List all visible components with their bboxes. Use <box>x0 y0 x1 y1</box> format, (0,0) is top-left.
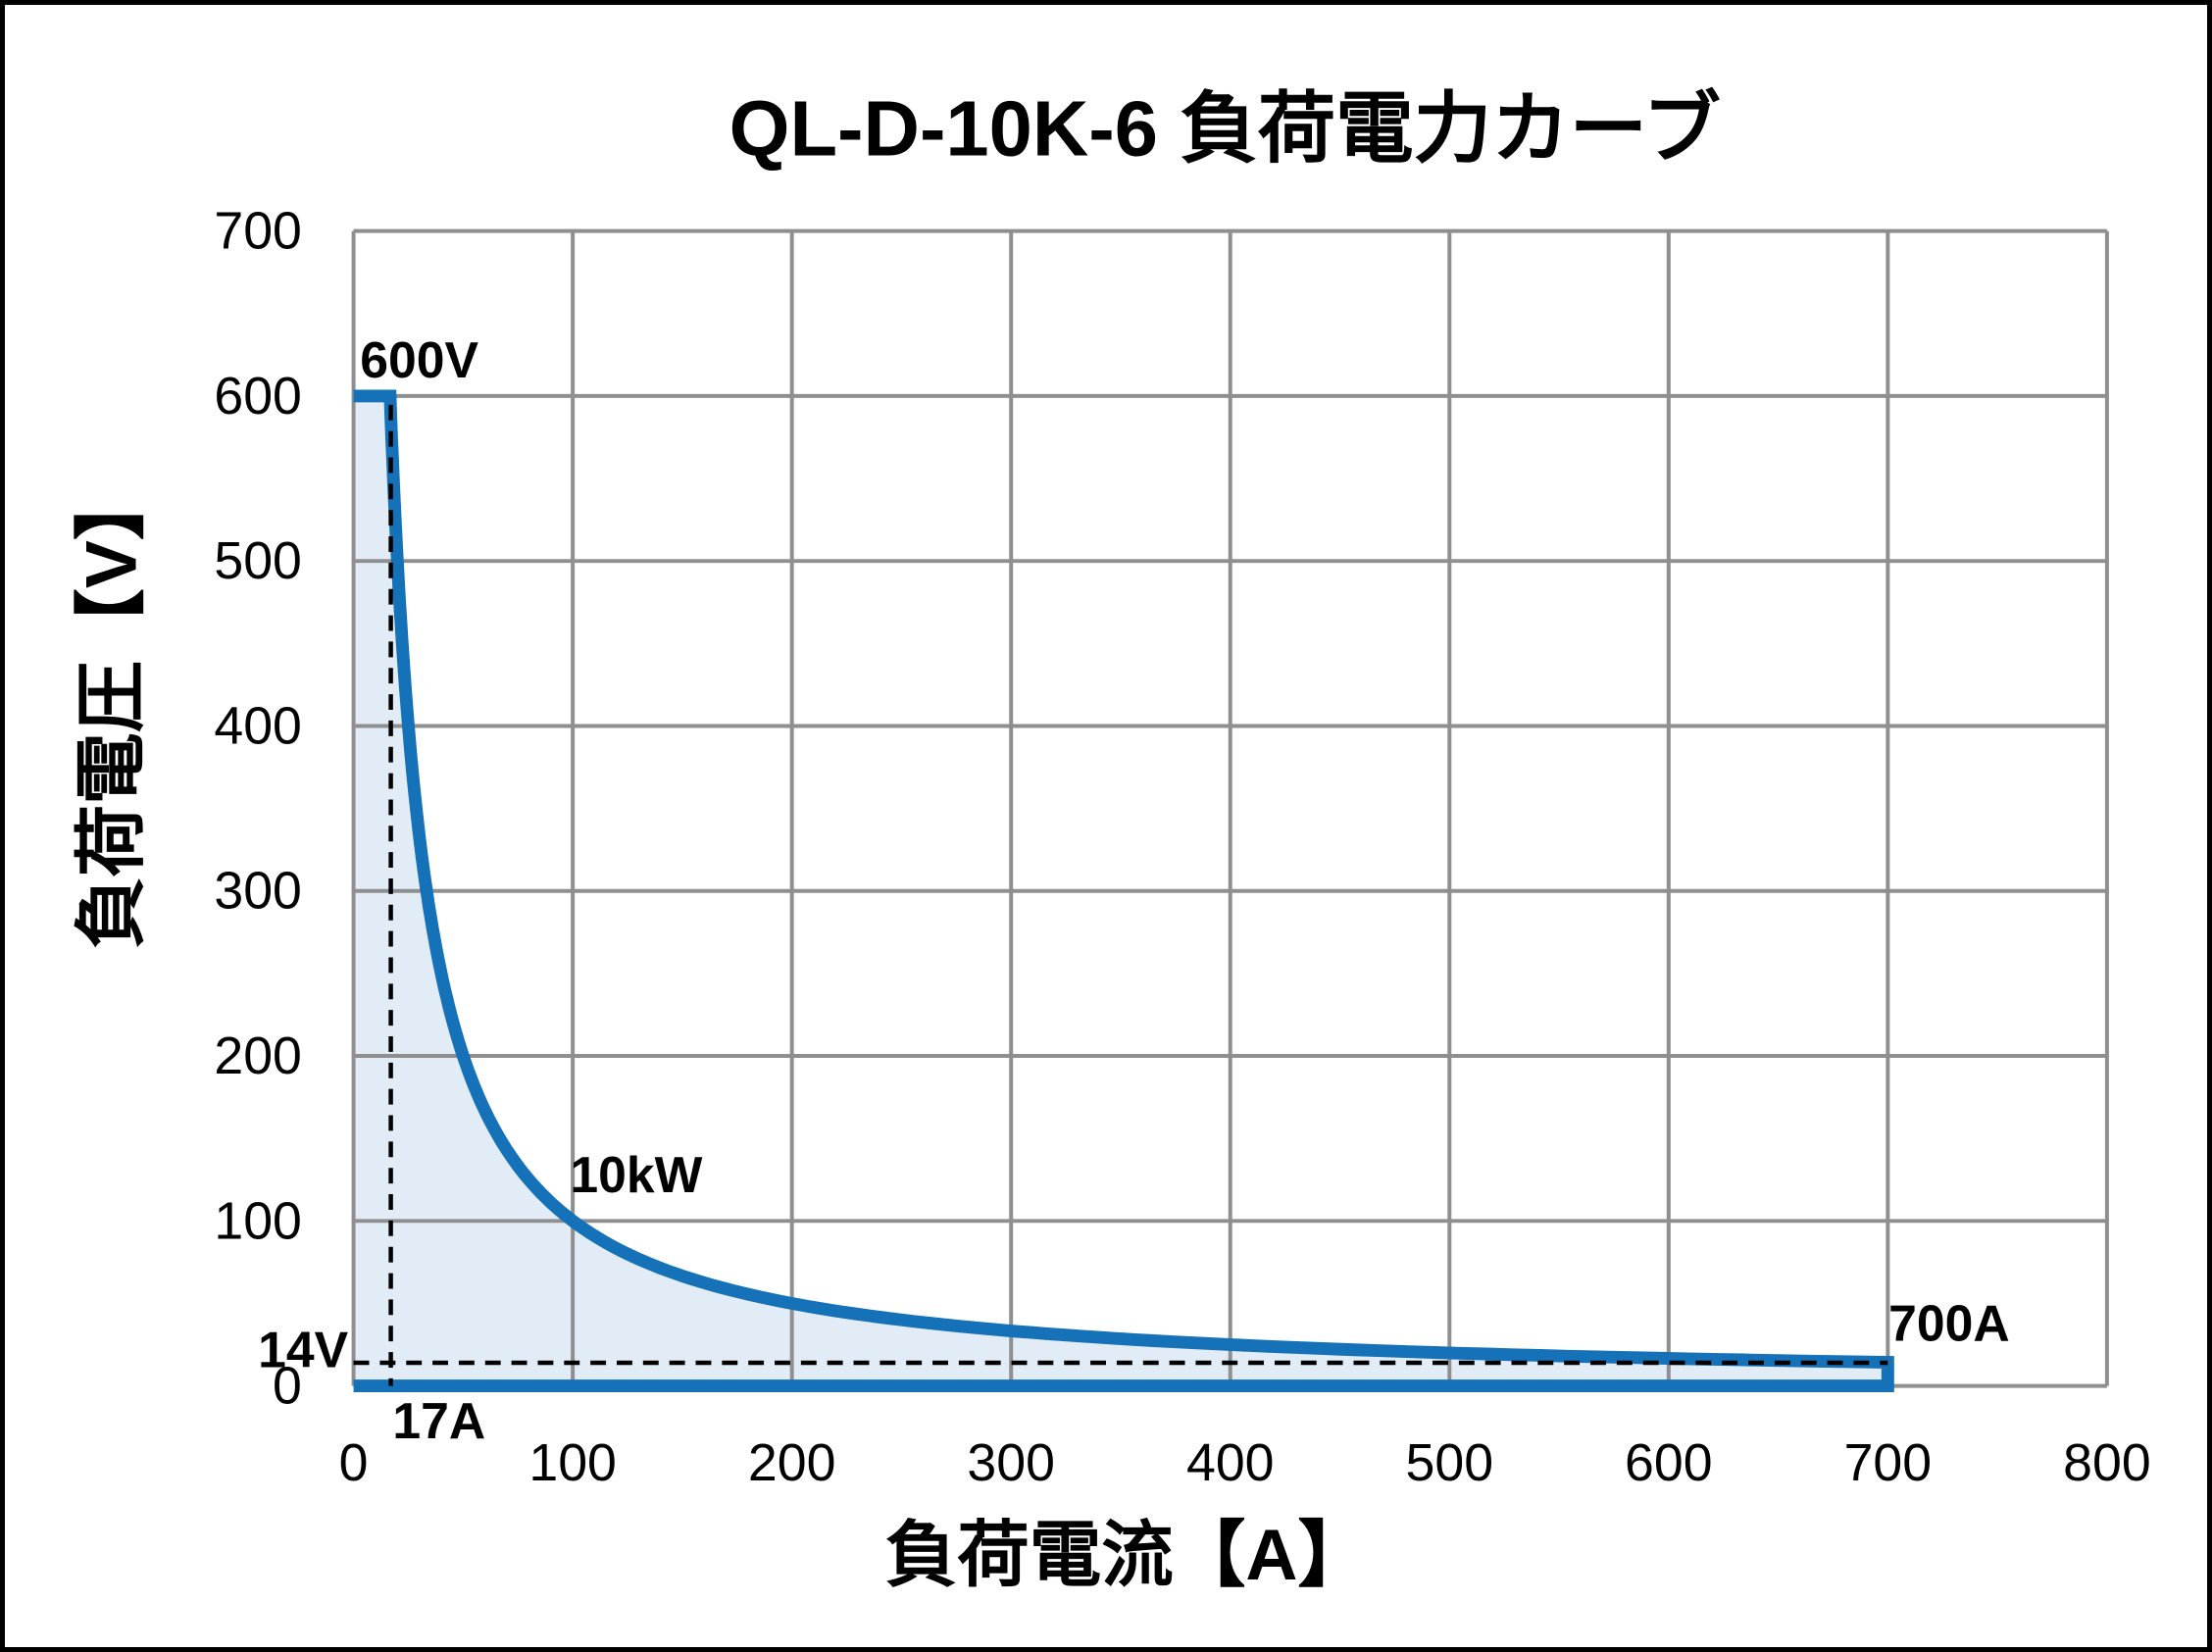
x-tick-label: 200 <box>748 1433 836 1492</box>
y-tick-label: 400 <box>214 696 302 755</box>
y-tick-label: 100 <box>214 1191 302 1250</box>
gridline-layer <box>351 228 2109 1388</box>
y-tick-label: 700 <box>214 202 302 261</box>
chart-title: QL-D-10K-6 負荷電力カーブ <box>729 85 1721 173</box>
annotation-max-voltage: 600V <box>360 331 478 388</box>
reference-line-layer <box>353 404 1888 1386</box>
y-axis-title: 負荷電圧【V】 <box>71 469 152 949</box>
y-tick-label: 500 <box>214 531 302 590</box>
envelope-curve-layer <box>353 389 1894 1393</box>
x-tick-label: 500 <box>1406 1433 1494 1492</box>
load-power-curve-chart: 0 100 200 300 400 500 600 700 800 0 100 200 300 400 50… <box>71 85 2151 1595</box>
x-axis-title: 負荷電流【A】 <box>885 1514 1370 1595</box>
y-tick-label: 200 <box>214 1026 302 1085</box>
x-tick-label: 0 <box>339 1433 369 1492</box>
y-tick-label: 300 <box>214 862 302 921</box>
y-tick-label: 600 <box>214 367 302 426</box>
annotation-max-power: 10kW <box>570 1146 702 1203</box>
power-envelope-curve <box>353 389 1894 1393</box>
annotation-min-voltage: 14V <box>258 1322 348 1378</box>
x-tick-label: 800 <box>2063 1433 2151 1492</box>
annotation-layer: 600V 17A 10kW 14V 700A <box>258 331 2010 1449</box>
tick-label-layer: 0 100 200 300 400 500 600 700 800 0 100 200 300 400 50… <box>214 202 2150 1492</box>
envelope-fill-layer <box>353 395 1888 1386</box>
envelope-fill <box>353 395 1888 1386</box>
annotation-corner-current: 17A <box>392 1392 485 1449</box>
x-tick-label: 300 <box>967 1433 1055 1492</box>
x-tick-label: 700 <box>1844 1433 1933 1492</box>
annotation-max-current: 700A <box>1888 1295 2010 1352</box>
x-tick-label: 400 <box>1186 1433 1275 1492</box>
y-tick-label: 0 <box>273 1357 302 1416</box>
x-tick-label: 600 <box>1625 1433 1713 1492</box>
x-tick-label: 100 <box>528 1433 617 1492</box>
